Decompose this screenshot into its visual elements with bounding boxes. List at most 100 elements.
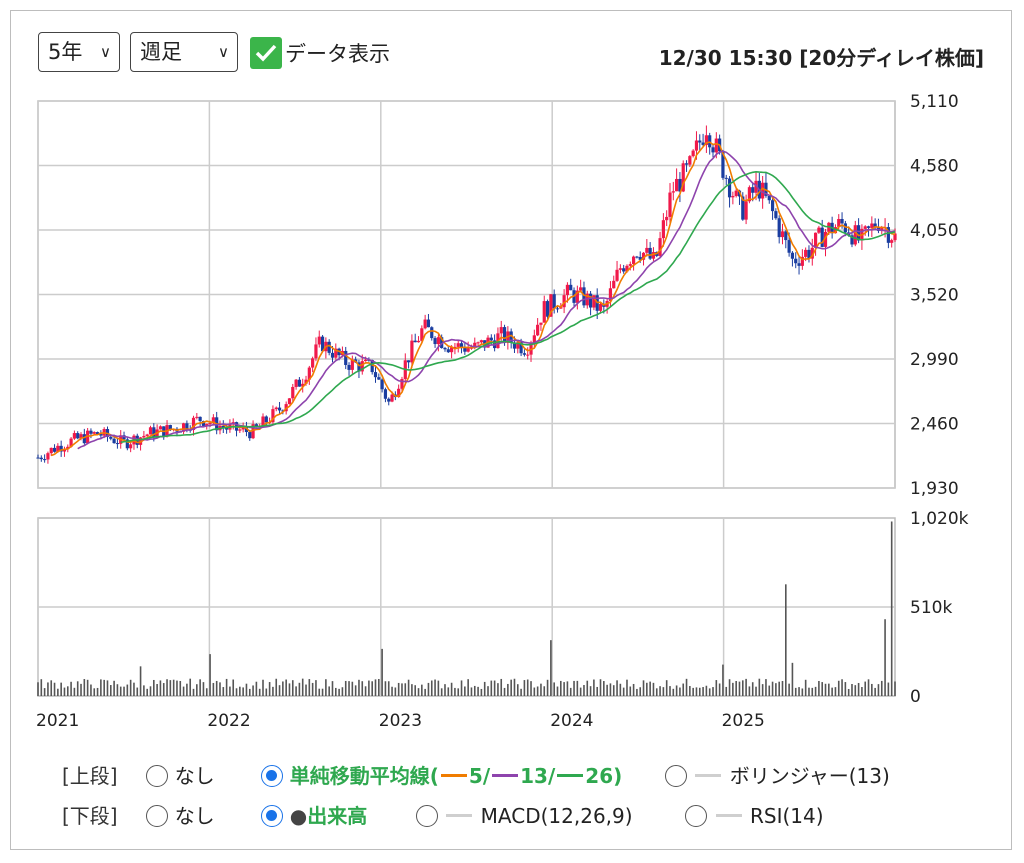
volume-bar xyxy=(262,679,264,696)
volume-bar xyxy=(248,688,251,696)
bollinger-radio[interactable] xyxy=(664,765,687,787)
volume-bar xyxy=(361,681,364,696)
rsi-radio[interactable] xyxy=(685,805,708,827)
macd-radio[interactable] xyxy=(415,805,438,827)
volume-bar xyxy=(129,679,132,696)
candle-body xyxy=(387,398,391,402)
volume-bar xyxy=(139,666,142,696)
volume-bar xyxy=(632,683,635,696)
candle-body xyxy=(582,287,586,306)
volume-bar xyxy=(629,686,632,696)
volume-bar xyxy=(57,688,59,696)
candle-body xyxy=(770,200,775,212)
volume-bar xyxy=(321,688,324,696)
period-select-value: 5年 xyxy=(48,40,83,64)
volume-bar xyxy=(735,680,737,696)
volume-bar xyxy=(599,679,602,696)
interval-select[interactable]: 週足 ∨ xyxy=(130,32,238,72)
volume-bar xyxy=(510,679,512,696)
volume-bar xyxy=(341,687,344,696)
candle-body xyxy=(373,372,378,378)
volume-bar xyxy=(576,680,579,696)
volume-bar xyxy=(652,682,655,696)
rsi-label: RSI(14) xyxy=(750,804,824,828)
candle-body xyxy=(330,352,335,358)
candle-body xyxy=(648,247,652,259)
candle-body xyxy=(873,223,877,228)
volume-bar xyxy=(407,679,410,696)
volume-bar xyxy=(712,687,714,696)
volume-bar xyxy=(242,687,244,696)
candle-body xyxy=(59,445,63,452)
volume-bar xyxy=(421,684,423,696)
volume-bar xyxy=(172,679,175,696)
axis-labels: 5,110 4,580 4,050 3,520 2,990 2,460 1,930 1,020… xyxy=(36,92,969,731)
volume-bar xyxy=(169,680,172,696)
candle-body xyxy=(886,227,890,243)
volume-bar xyxy=(556,686,559,696)
candle-body xyxy=(79,434,83,439)
lower-none-radio[interactable] xyxy=(146,805,169,827)
sma-radio[interactable] xyxy=(261,765,284,787)
volume-bar xyxy=(43,688,46,696)
volume-bar xyxy=(649,681,651,696)
volume-bar xyxy=(136,687,139,696)
volume-bar xyxy=(354,685,357,696)
show-data-checkbox[interactable] xyxy=(250,37,282,69)
candle-body xyxy=(675,178,679,192)
volume-bar xyxy=(801,688,804,696)
volume-radio[interactable] xyxy=(261,805,284,827)
volume-bar xyxy=(808,687,810,696)
upper-panel-label: [上段] xyxy=(62,764,118,788)
volume-bar xyxy=(159,680,162,696)
candle-body xyxy=(112,438,116,444)
volume-bar xyxy=(702,687,704,696)
volume-bar xyxy=(192,688,195,696)
candle-body xyxy=(433,338,437,345)
candle-body xyxy=(168,425,172,430)
volume-bar xyxy=(854,685,857,696)
volume-bar xyxy=(328,686,330,696)
volume-bar xyxy=(47,682,49,696)
candle-body xyxy=(625,265,629,272)
period-select[interactable]: 5年 ∨ xyxy=(38,32,120,72)
volume-bar xyxy=(708,688,711,696)
candle-body xyxy=(320,336,325,352)
upper-none-radio[interactable] xyxy=(146,765,169,787)
volume-bar xyxy=(523,680,526,696)
candle-body xyxy=(651,252,656,259)
candle-body xyxy=(158,426,163,430)
candle-body xyxy=(89,430,93,434)
volume-bar xyxy=(507,683,509,696)
candle-body xyxy=(423,319,427,329)
volume-bar xyxy=(209,654,211,696)
price-tick-label: 2,460 xyxy=(910,415,959,435)
volume-bar xyxy=(794,687,797,696)
volume-bar xyxy=(880,680,883,696)
volume-bar xyxy=(364,686,367,696)
volume-bar xyxy=(884,619,886,696)
volume-bar xyxy=(301,678,304,696)
volume-bar xyxy=(814,686,817,696)
candle-body xyxy=(225,427,229,430)
candle-body xyxy=(152,427,156,438)
volume-bar xyxy=(126,684,129,696)
volume-bar xyxy=(311,682,314,696)
volume-bar xyxy=(358,679,360,696)
candle-body xyxy=(817,227,821,233)
candle-body xyxy=(850,235,854,245)
volume-bar xyxy=(533,687,536,696)
volume-bar xyxy=(454,687,456,696)
candle-body xyxy=(784,231,788,241)
candle-body xyxy=(698,140,702,143)
volume-bar xyxy=(189,678,192,696)
volume-bar xyxy=(282,681,284,696)
volume-bar xyxy=(609,683,612,696)
ma13-swatch xyxy=(492,774,519,777)
volume-bar xyxy=(665,680,668,696)
volume-bar xyxy=(176,680,178,696)
volume-bar xyxy=(503,687,506,696)
candle-body xyxy=(536,324,540,336)
candle-body xyxy=(66,446,70,450)
volume-bar xyxy=(821,682,824,696)
